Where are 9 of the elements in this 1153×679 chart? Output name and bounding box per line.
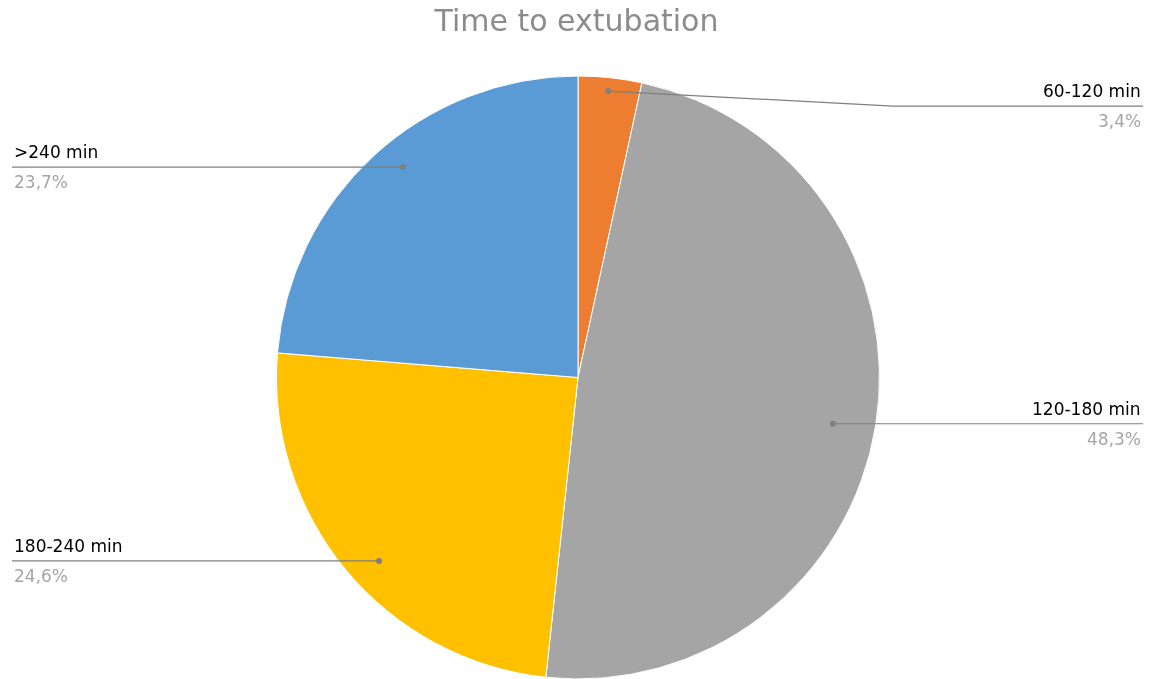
slice-label: 60-120 min bbox=[1043, 81, 1141, 101]
data-label: 23,7% bbox=[14, 172, 69, 192]
data-label: 24,6% bbox=[14, 566, 69, 586]
slice-label: >240 min bbox=[14, 142, 99, 162]
slice-label: 120-180 min bbox=[1032, 399, 1141, 419]
data-label: 3,4% bbox=[1098, 111, 1142, 131]
chart-title: Time to extubation bbox=[433, 3, 719, 39]
slice-label: 180-240 min bbox=[14, 536, 123, 556]
data-label: 48,3% bbox=[1087, 429, 1142, 449]
